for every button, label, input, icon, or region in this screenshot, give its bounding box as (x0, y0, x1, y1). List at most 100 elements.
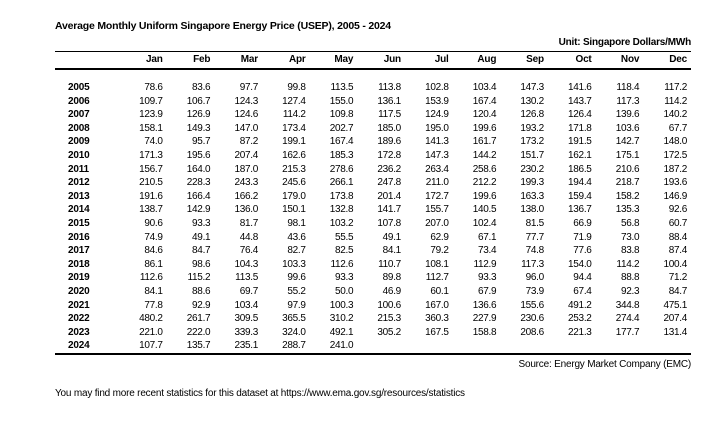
table-row-2014: 2014 138.7 142.9 136.0 150.1 132.8 141.7 155.7 1… (55, 203, 691, 217)
price-cell: 278.6 (329, 163, 354, 175)
price-cell: 74.8 (525, 245, 545, 257)
price-cell: 81.7 (239, 217, 259, 229)
price-cell: 222.0 (186, 326, 211, 338)
price-cell: 55.2 (287, 285, 306, 297)
table-body: 2005 78.6 83.6 97.7 99.8 113.5 113.8 102.8 103.4… (55, 69, 691, 354)
column-header-mar: Mar (214, 51, 262, 70)
price-cell: 117.5 (378, 109, 401, 121)
price-cell: 187.2 (663, 163, 687, 175)
price-cell (453, 339, 501, 354)
table-row-2021: 2021 77.8 92.9 103.4 97.9 100.3 100.6 167.0 136.… (55, 299, 691, 313)
price-cell: 247.8 (377, 177, 401, 189)
price-cell: 263.4 (425, 163, 449, 175)
table-row-2016: 2016 74.9 49.1 44.8 43.6 55.5 49.1 62.9 67.1 77.7… (55, 231, 691, 245)
price-cell: 172.8 (377, 149, 401, 161)
year-label: 2019 (68, 272, 90, 284)
price-cell: 107.7 (139, 340, 163, 352)
price-cell: 154.0 (568, 258, 592, 270)
price-cell: 155.6 (520, 299, 544, 311)
price-cell: 60.7 (668, 217, 688, 229)
price-cell: 199.3 (520, 177, 544, 189)
price-cell: 113.5 (330, 82, 354, 93)
price-cell: 66.9 (573, 217, 592, 229)
price-cell: 79.2 (430, 245, 449, 257)
price-cell: 189.6 (377, 136, 401, 148)
price-cell: 151.7 (520, 149, 544, 161)
price-cell: 360.3 (425, 313, 449, 325)
price-cell: 77.6 (573, 245, 592, 257)
price-cell: 187.0 (234, 163, 258, 175)
year-label: 2015 (68, 217, 90, 229)
price-cell: 167.5 (425, 326, 449, 338)
column-header-dec: Dec (643, 51, 691, 70)
price-cell: 141.3 (425, 136, 449, 148)
price-cell: 49.1 (382, 231, 402, 243)
price-cell: 147.3 (520, 82, 544, 93)
price-cell: 215.3 (377, 313, 401, 325)
price-cell: 144.2 (472, 149, 497, 161)
price-cell: 102.4 (472, 217, 497, 229)
price-cell: 87.4 (668, 245, 688, 257)
table-row-2017: 2017 84.6 84.7 76.4 82.7 82.5 84.1 79.2 73.4 74.8… (55, 244, 691, 258)
price-cell: 261.7 (186, 313, 211, 325)
price-cell: 193.6 (663, 177, 687, 189)
year-label: 2018 (68, 258, 90, 270)
price-cell: 195.0 (425, 122, 449, 134)
price-cell: 92.9 (192, 299, 211, 311)
price-cell: 236.2 (377, 163, 401, 175)
price-cell: 194.4 (568, 177, 592, 189)
table-row-2009: 2009 74.0 95.7 87.2 199.1 167.4 189.6 141.3 161.… (55, 135, 691, 149)
column-header-nov: Nov (595, 51, 644, 70)
table-row-2011: 2011 156.7 164.0 187.0 215.3 278.6 236.2 263.4 2… (55, 163, 691, 177)
price-cell: 138.7 (139, 204, 163, 216)
price-cell: 93.3 (192, 217, 211, 229)
column-header-jul: Jul (404, 51, 453, 70)
year-label: 2006 (68, 95, 90, 107)
price-cell: 46.9 (382, 285, 402, 297)
price-cell: 207.4 (234, 149, 258, 161)
price-cell: 103.6 (615, 122, 640, 134)
price-cell: 93.3 (477, 272, 497, 284)
price-cell: 124.6 (234, 109, 258, 121)
price-cell: 142.7 (615, 136, 640, 148)
column-header-sep: Sep (500, 51, 548, 70)
price-cell: 166.4 (186, 190, 211, 202)
price-cell (500, 339, 548, 354)
year-label: 2012 (68, 177, 90, 189)
price-cell: 208.6 (520, 326, 544, 338)
price-cell: 112.6 (330, 258, 354, 270)
price-cell: 150.1 (282, 204, 306, 216)
price-cell: 166.2 (234, 190, 258, 202)
year-label: 2020 (68, 285, 90, 297)
price-cell: 113.8 (378, 82, 401, 93)
price-cell: 73.4 (477, 245, 497, 257)
price-cell: 230.2 (520, 163, 544, 175)
price-cell: 142.9 (186, 204, 211, 216)
price-cell: 55.5 (335, 231, 354, 243)
price-cell: 221.3 (568, 326, 592, 338)
price-cell: 113.5 (235, 272, 258, 284)
price-cell: 492.1 (329, 326, 354, 338)
price-cell: 175.1 (615, 149, 640, 161)
price-cell: 83.6 (192, 82, 211, 93)
table-row-2024: 2024 107.7 135.7 235.1 288.7 241.0 (55, 339, 691, 354)
price-cell: 92.3 (620, 285, 640, 297)
year-label: 2007 (68, 109, 90, 121)
price-cell (596, 339, 644, 354)
price-cell: 480.2 (139, 313, 163, 325)
price-cell: 221.0 (139, 326, 163, 338)
price-cell: 76.4 (239, 245, 259, 257)
price-cell: 43.6 (287, 231, 306, 243)
table-row-2013: 2013 191.6 166.4 166.2 179.0 173.8 201.4 172.7 1… (55, 190, 691, 204)
price-cell: 120.4 (472, 109, 497, 121)
price-cell: 115.2 (187, 272, 211, 284)
price-cell: 73.9 (525, 285, 545, 297)
price-cell: 164.0 (186, 163, 211, 175)
price-cell: 89.8 (382, 272, 402, 284)
price-cell: 365.5 (282, 313, 306, 325)
price-cell: 172.5 (663, 149, 687, 161)
price-cell: 77.8 (144, 299, 163, 311)
price-cell: 218.7 (615, 177, 640, 189)
price-cell: 78.6 (144, 82, 163, 93)
year-label: 2022 (68, 313, 90, 325)
